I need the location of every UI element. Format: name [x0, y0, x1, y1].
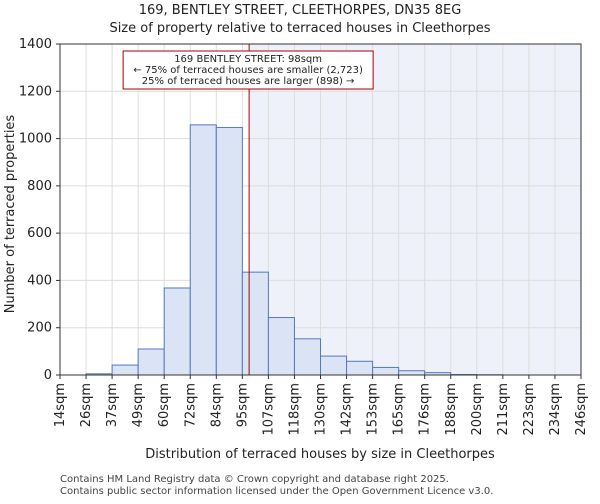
x-tick-label: 223sqm	[522, 383, 537, 436]
bar-4	[164, 288, 190, 375]
x-tick-label: 84sqm	[209, 383, 224, 427]
x-tick-label: 26sqm	[79, 383, 94, 427]
bar-8	[268, 318, 294, 375]
x-tick-label: 95sqm	[235, 383, 250, 427]
bar-11	[347, 361, 373, 375]
x-tick-label: 60sqm	[157, 383, 172, 427]
footer-line-2: Contains public sector information licen…	[60, 486, 493, 497]
highlight-region	[249, 44, 581, 375]
bar-6	[216, 127, 242, 375]
bar-12	[373, 367, 399, 375]
annotation-line-1: 169 BENTLEY STREET: 98sqm	[174, 54, 322, 65]
x-tick-label: 49sqm	[131, 383, 146, 427]
y-tick-label: 800	[27, 179, 52, 194]
chart-subtitle: Size of property relative to terraced ho…	[109, 21, 490, 36]
bar-13	[399, 371, 425, 375]
x-tick-label: 118sqm	[287, 383, 302, 436]
x-tick-label: 130sqm	[314, 383, 329, 436]
x-tick-label: 142sqm	[340, 383, 355, 436]
bar-3	[138, 349, 164, 375]
x-tick-label: 176sqm	[418, 383, 433, 436]
bar-7	[242, 272, 268, 375]
x-tick-label: 211sqm	[496, 383, 511, 436]
x-tick-label: 153sqm	[366, 383, 381, 436]
annotation-line-2: ← 75% of terraced houses are smaller (2,…	[133, 65, 363, 76]
x-tick-label: 165sqm	[392, 383, 407, 436]
x-tick-label: 37sqm	[105, 383, 120, 427]
x-tick-label: 72sqm	[183, 383, 198, 427]
y-tick-label: 0	[44, 368, 52, 383]
y-tick-label: 400	[27, 273, 52, 288]
bar-5	[190, 125, 216, 375]
bar-2	[112, 365, 138, 375]
y-tick-label: 1400	[19, 37, 52, 52]
x-tick-label: 14sqm	[53, 383, 68, 427]
x-tick-label: 107sqm	[261, 383, 276, 436]
x-tick-label: 200sqm	[470, 383, 485, 436]
y-tick-label: 1000	[19, 132, 52, 147]
bar-9	[294, 339, 320, 375]
footer-line-1: Contains HM Land Registry data © Crown c…	[60, 474, 449, 485]
y-tick-label: 1200	[19, 84, 52, 99]
x-axis-label: Distribution of terraced houses by size …	[145, 447, 495, 462]
y-axis-label: Number of terraced properties	[3, 115, 18, 314]
y-tick-label: 200	[27, 321, 52, 336]
y-tick-label: 600	[27, 226, 52, 241]
annotation-line-3: 25% of terraced houses are larger (898) …	[142, 76, 355, 87]
bar-10	[321, 356, 347, 375]
x-tick-label: 246sqm	[574, 383, 589, 436]
x-tick-label: 234sqm	[548, 383, 563, 436]
chart-title: 169, BENTLEY STREET, CLEETHORPES, DN35 8…	[139, 3, 462, 18]
x-tick-label: 188sqm	[444, 383, 459, 436]
